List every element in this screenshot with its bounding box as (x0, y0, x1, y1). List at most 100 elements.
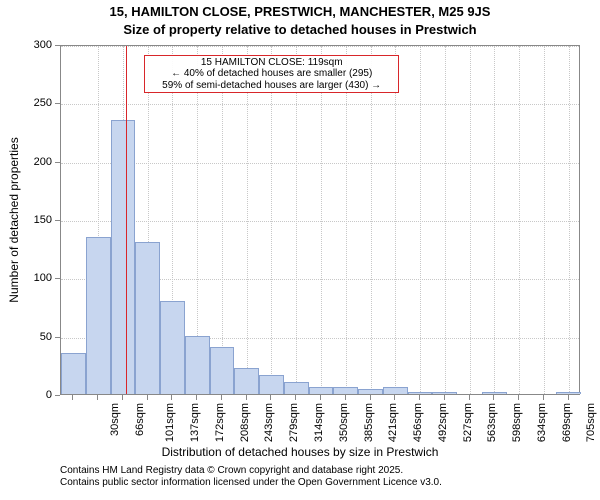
attribution-text: Contains HM Land Registry data © Crown c… (60, 465, 442, 488)
xtick-label: 456sqm (412, 403, 424, 442)
ytick-mark (55, 395, 60, 396)
chart-title-line1: 15, HAMILTON CLOSE, PRESTWICH, MANCHESTE… (0, 4, 600, 19)
attribution-line1: Contains HM Land Registry data © Crown c… (60, 465, 442, 477)
callout-line: 15 HAMILTON CLOSE: 119sqm (147, 57, 396, 69)
xtick-mark (370, 395, 371, 400)
xtick-label: 30sqm (109, 403, 121, 436)
xtick-mark (196, 395, 197, 400)
gridline-v (371, 46, 372, 394)
histogram-bar (259, 375, 284, 394)
histogram-bar (309, 387, 334, 394)
gridline-h (61, 163, 579, 164)
xtick-label: 598sqm (511, 403, 523, 442)
xtick-label: 421sqm (387, 403, 399, 442)
ytick-label: 100 (16, 272, 52, 284)
histogram-bar (61, 353, 86, 394)
histogram-bar (135, 242, 160, 394)
xtick-mark (568, 395, 569, 400)
xtick-mark (147, 395, 148, 400)
histogram-bar (333, 387, 358, 394)
chart-title-line2: Size of property relative to detached ho… (0, 22, 600, 37)
ytick-label: 300 (16, 39, 52, 51)
histogram-bar (408, 392, 433, 394)
chart-container: 15, HAMILTON CLOSE, PRESTWICH, MANCHESTE… (0, 0, 600, 500)
xtick-mark (97, 395, 98, 400)
gridline-v (420, 46, 421, 394)
plot-area: 15 HAMILTON CLOSE: 119sqm← 40% of detach… (60, 45, 580, 395)
ytick-label: 150 (16, 214, 52, 226)
xtick-mark (543, 395, 544, 400)
xtick-label: 243sqm (264, 403, 276, 442)
callout-box: 15 HAMILTON CLOSE: 119sqm← 40% of detach… (144, 55, 399, 94)
xtick-label: 66sqm (134, 403, 146, 436)
xtick-label: 492sqm (437, 403, 449, 442)
gridline-v (470, 46, 471, 394)
xtick-mark (72, 395, 73, 400)
histogram-bar (160, 301, 185, 394)
ytick-mark (55, 220, 60, 221)
histogram-bar (234, 368, 259, 394)
gridline-v (519, 46, 520, 394)
gridline-h (61, 46, 579, 47)
callout-line: 59% of semi-detached houses are larger (… (147, 80, 396, 92)
ytick-label: 200 (16, 156, 52, 168)
callout-line: ← 40% of detached houses are smaller (29… (147, 68, 396, 80)
gridline-v (346, 46, 347, 394)
ytick-mark (55, 162, 60, 163)
gridline-v (395, 46, 396, 394)
xtick-label: 208sqm (239, 403, 251, 442)
histogram-bar (482, 392, 507, 394)
gridline-v (494, 46, 495, 394)
ytick-mark (55, 337, 60, 338)
xtick-mark (246, 395, 247, 400)
histogram-bar (284, 382, 309, 394)
xtick-mark (419, 395, 420, 400)
ytick-mark (55, 103, 60, 104)
xtick-label: 669sqm (561, 403, 573, 442)
histogram-bar (432, 392, 457, 394)
ytick-label: 0 (16, 389, 52, 401)
xtick-mark (469, 395, 470, 400)
xtick-mark (444, 395, 445, 400)
xtick-mark (122, 395, 123, 400)
histogram-bar (210, 347, 235, 394)
ytick-mark (55, 278, 60, 279)
gridline-v (247, 46, 248, 394)
gridline-v (445, 46, 446, 394)
xtick-label: 705sqm (585, 403, 597, 442)
gridline-v (544, 46, 545, 394)
gridline-v (222, 46, 223, 394)
xtick-label: 350sqm (338, 403, 350, 442)
gridline-h (61, 221, 579, 222)
xtick-mark (394, 395, 395, 400)
xtick-mark (345, 395, 346, 400)
histogram-bar (86, 237, 111, 395)
xtick-label: 563sqm (486, 403, 498, 442)
xtick-label: 385sqm (363, 403, 375, 442)
property-marker-line (126, 46, 127, 394)
xtick-label: 314sqm (313, 403, 325, 442)
histogram-bar (383, 387, 408, 394)
gridline-v (271, 46, 272, 394)
xtick-mark (270, 395, 271, 400)
attribution-line2: Contains public sector information licen… (60, 477, 442, 489)
histogram-bar (358, 389, 383, 394)
xtick-label: 137sqm (189, 403, 201, 442)
histogram-bar (111, 120, 136, 394)
gridline-h (61, 104, 579, 105)
xtick-label: 172sqm (214, 403, 226, 442)
xtick-mark (320, 395, 321, 400)
gridline-v (569, 46, 570, 394)
xtick-label: 279sqm (288, 403, 300, 442)
histogram-bar (185, 336, 210, 394)
x-axis-label: Distribution of detached houses by size … (0, 445, 600, 459)
xtick-mark (295, 395, 296, 400)
histogram-bar (556, 392, 581, 394)
gridline-v (321, 46, 322, 394)
xtick-label: 101sqm (165, 403, 177, 442)
xtick-mark (493, 395, 494, 400)
xtick-label: 527sqm (462, 403, 474, 442)
gridline-v (296, 46, 297, 394)
ytick-label: 250 (16, 97, 52, 109)
ytick-label: 50 (16, 331, 52, 343)
